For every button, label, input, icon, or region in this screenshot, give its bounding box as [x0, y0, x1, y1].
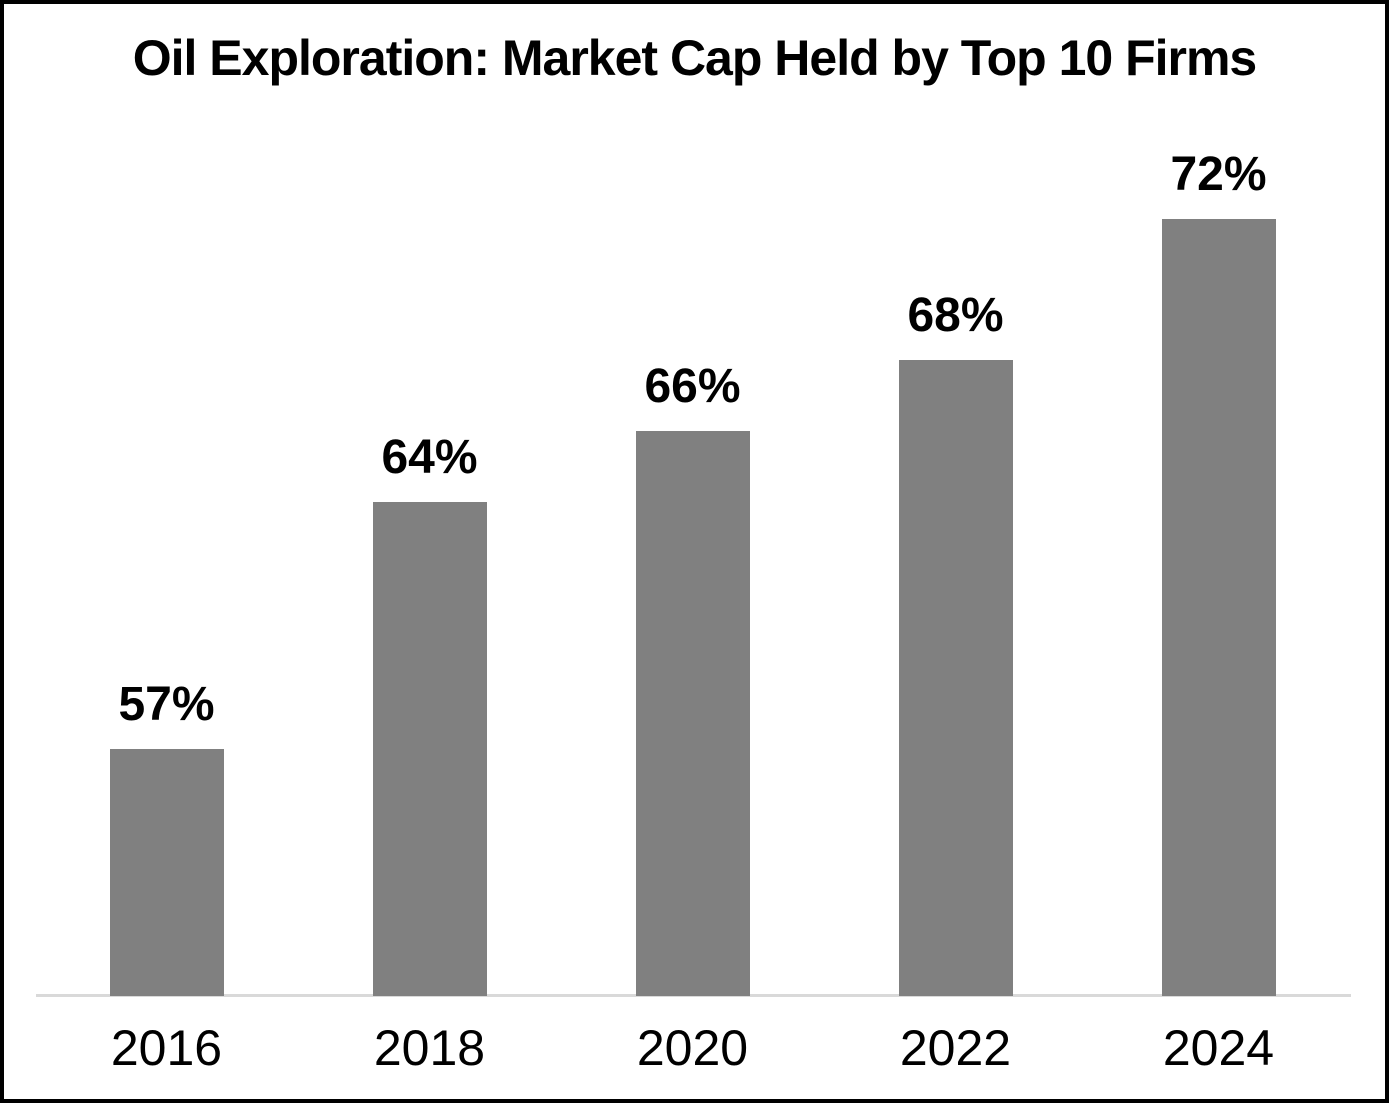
- bar-2024: [1161, 219, 1276, 996]
- chart-title: Oil Exploration: Market Cap Held by Top …: [132, 30, 1258, 86]
- bar-2018: [372, 502, 487, 996]
- x-axis-label-2016: 2016: [110, 1020, 223, 1076]
- value-label-2016: 57%: [118, 678, 215, 731]
- value-label-2024: 72%: [1170, 148, 1267, 201]
- bar-2022: [898, 360, 1013, 996]
- bar-2020: [635, 431, 750, 996]
- value-label-2020: 66%: [644, 360, 741, 413]
- value-label-2018: 64%: [381, 431, 478, 484]
- x-axis-label-2020: 2020: [636, 1020, 749, 1076]
- value-label-2022: 68%: [907, 289, 1004, 342]
- bar-2016: [109, 749, 224, 996]
- x-axis-label-2024: 2024: [1162, 1020, 1275, 1076]
- x-axis-label-2018: 2018: [373, 1020, 486, 1076]
- x-axis-label-2022: 2022: [899, 1020, 1012, 1076]
